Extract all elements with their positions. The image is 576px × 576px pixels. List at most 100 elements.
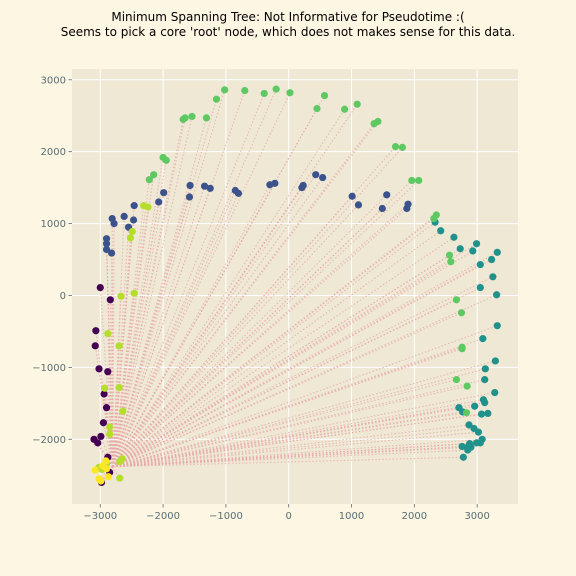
data-point	[271, 179, 279, 187]
mst-edge	[112, 93, 265, 467]
mst-edge	[112, 345, 120, 467]
data-point	[341, 105, 349, 113]
data-point	[320, 92, 329, 100]
data-point	[102, 404, 111, 412]
mst-edge	[112, 276, 494, 468]
data-point	[458, 442, 466, 451]
mst-edge	[112, 203, 409, 468]
mst-edge	[112, 411, 124, 467]
data-point	[450, 233, 458, 241]
x-tick-label: −2000	[146, 511, 180, 522]
data-point	[465, 421, 473, 429]
data-point	[398, 143, 407, 151]
mst-edge	[105, 238, 114, 467]
y-axis-ticks: −2000 −1000 0 1000 2000 3000	[32, 75, 72, 446]
mst-edge	[112, 385, 468, 468]
data-point	[186, 181, 194, 190]
data-point	[415, 176, 423, 185]
mst-edge	[112, 103, 358, 467]
mst-edge	[112, 177, 324, 467]
data-point	[241, 86, 249, 95]
mst-edge	[112, 412, 467, 468]
data-point	[472, 439, 481, 447]
data-point	[159, 153, 167, 162]
mst-edge	[112, 405, 475, 468]
data-point	[116, 474, 124, 482]
data-point	[493, 248, 501, 256]
data-point	[104, 329, 112, 338]
data-point	[378, 204, 386, 213]
data-point	[493, 291, 501, 299]
data-point	[221, 86, 229, 94]
data-point	[459, 453, 467, 461]
data-point	[312, 171, 320, 179]
data-point	[128, 227, 136, 236]
mst-edge	[112, 438, 483, 468]
data-point	[200, 182, 209, 190]
mst-edge	[112, 99, 218, 467]
chart-title: Minimum Spanning Tree: Not Informative f…	[0, 10, 576, 40]
data-point	[452, 296, 461, 304]
data-point	[370, 120, 378, 128]
data-point	[107, 249, 116, 257]
mst-edge	[112, 427, 475, 468]
data-point	[95, 475, 103, 483]
data-point	[472, 240, 481, 248]
data-point	[455, 404, 463, 412]
data-point	[354, 201, 363, 209]
data-point	[484, 409, 492, 418]
mst-edge	[112, 193, 239, 467]
mst-edge	[112, 407, 460, 468]
data-point	[272, 85, 280, 93]
data-point	[108, 214, 116, 223]
mst-edge	[112, 261, 452, 468]
mst-edge	[112, 108, 346, 467]
data-point	[119, 407, 127, 415]
data-point	[479, 335, 487, 343]
data-point	[469, 247, 477, 255]
mst-edge	[112, 338, 484, 468]
data-point	[391, 143, 400, 151]
mst-edge	[112, 312, 462, 468]
x-tick-label: 3000	[464, 511, 489, 522]
data-point	[493, 322, 501, 330]
mst-edge	[112, 456, 464, 468]
mst-edge	[112, 387, 120, 467]
mst-edge	[112, 230, 442, 468]
y-tick-label: 1000	[41, 219, 66, 230]
mst-edge	[107, 333, 114, 467]
mst-edge	[112, 89, 226, 467]
data-point	[457, 309, 466, 317]
x-tick-label: 0	[286, 511, 292, 522]
data-point	[319, 173, 327, 182]
mst-edge	[112, 411, 463, 468]
data-point	[104, 368, 112, 376]
data-point	[96, 283, 104, 292]
mst-edge	[112, 146, 396, 467]
mst-edge	[112, 160, 167, 467]
data-point	[202, 114, 211, 122]
data-point	[102, 245, 111, 254]
data-point	[97, 432, 105, 441]
data-point	[130, 202, 138, 210]
data-point	[126, 234, 135, 242]
data-point	[102, 240, 111, 248]
mst-edge	[112, 299, 457, 468]
data-point	[155, 198, 163, 206]
data-point	[432, 211, 440, 219]
data-point	[206, 184, 214, 192]
mst-edge	[112, 412, 488, 468]
data-point	[179, 115, 187, 123]
data-point	[234, 189, 243, 197]
x-tick-label: −3000	[83, 511, 117, 522]
y-tick-label: 0	[60, 291, 66, 302]
data-point	[260, 89, 268, 98]
data-point	[101, 384, 109, 392]
mst-edge	[112, 204, 359, 467]
data-point	[150, 171, 158, 179]
mst-edge	[111, 218, 114, 467]
data-point	[313, 104, 321, 113]
mst-edge	[112, 186, 206, 467]
mst-edge	[112, 117, 207, 467]
